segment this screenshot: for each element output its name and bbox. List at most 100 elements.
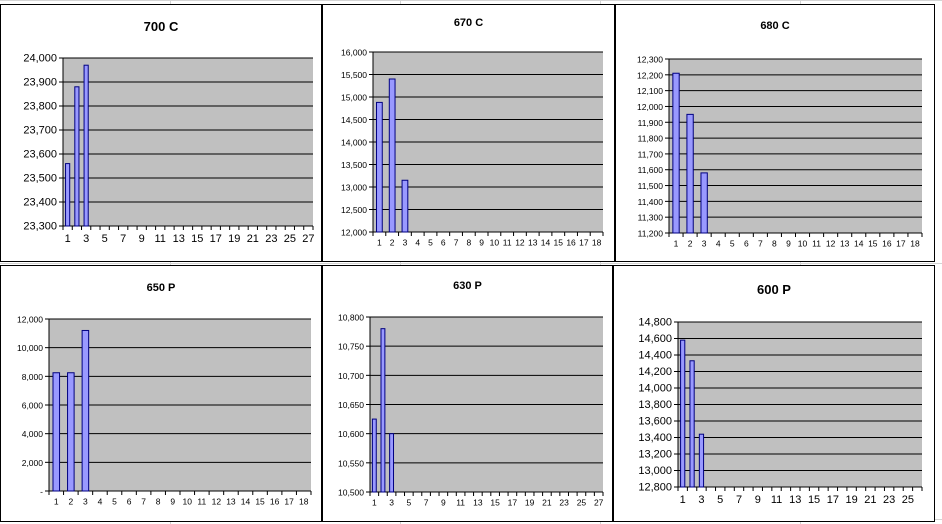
bar [83, 64, 89, 227]
x-tick-label: 11 [456, 498, 465, 508]
y-tick-label: 14,500 [341, 115, 367, 125]
x-tick-label: 4 [415, 238, 420, 248]
x-tick-label: 1 [674, 239, 679, 249]
x-tick-label: 6 [441, 238, 446, 248]
x-tick-label: 3 [389, 498, 394, 508]
y-tick-label: 13,400 [638, 432, 672, 444]
x-tick-label: 7 [141, 497, 146, 507]
y-tick-label: 10,700 [338, 371, 364, 381]
x-tick-label: 13 [528, 238, 538, 248]
chart-panel-700c[interactable]: 700 C 23,300 23,400 23,500 23,600 23,700 23,8… [0, 4, 322, 262]
x-tick-label: 6 [127, 497, 132, 507]
y-tick-label: - [40, 487, 43, 497]
chart-title: 630 P [453, 280, 482, 292]
chart-panel-600p[interactable]: 600 P 12,800 13,000 13,200 13,400 13,600 13,8… [613, 265, 935, 522]
x-tick-label: 9 [755, 494, 761, 506]
y-tick-label: 13,000 [341, 183, 367, 193]
x-tick-label: 10 [183, 497, 193, 507]
x-tick-label: 13 [840, 239, 850, 249]
y-tick-label: 13,500 [341, 160, 367, 170]
chart-panel-630p[interactable]: 630 P 10,500 10,550 10,600 10,650 10,700 10,7… [322, 265, 613, 522]
x-tick-label: 15 [191, 233, 203, 245]
y-tick-label: 13,200 [638, 449, 672, 461]
y-tick-label: 11,500 [638, 181, 664, 191]
chart-svg: 10,500 10,550 10,600 10,650 10,700 10,750 10,8… [338, 313, 604, 508]
y-tick-label: 11,200 [638, 229, 664, 239]
x-tick-label: 5 [406, 498, 411, 508]
chart-title: 680 C [760, 20, 790, 32]
y-tick-label: 2,000 [22, 458, 44, 468]
x-tick-label: 1 [54, 497, 59, 507]
y-tick-label: 10,550 [338, 458, 364, 468]
x-tick-label: 25 [902, 494, 914, 506]
x-tick-label: 11 [155, 233, 166, 245]
x-tick-label: 11 [197, 497, 206, 507]
y-tick-label: 24,000 [23, 53, 57, 65]
x-tick-label: 9 [139, 233, 145, 245]
x-tick-label: 1 [680, 494, 686, 506]
y-tick-label: 23,300 [23, 221, 57, 233]
chart-title: 700 C [143, 19, 179, 34]
y-tick-label: 12,000 [637, 102, 663, 112]
x-tick-label: 15 [554, 238, 564, 248]
x-tick-label: 14 [241, 497, 251, 507]
x-tick-label: 5 [717, 494, 723, 506]
x-tick-label: 17 [579, 238, 589, 248]
bar [686, 113, 694, 234]
x-tick-label: 21 [542, 498, 552, 508]
y-tick-label: 13,800 [638, 399, 672, 411]
y-tick-label: 12,000 [17, 315, 43, 325]
x-tick-label: 13 [789, 494, 801, 506]
x-tick-label: 15 [255, 497, 265, 507]
x-tick-label: 8 [466, 238, 471, 248]
y-tick-label: 12,500 [341, 205, 367, 215]
x-tick-label: 16 [566, 238, 576, 248]
x-tick-label: 7 [424, 498, 429, 508]
y-tick-label: 10,600 [338, 429, 364, 439]
y-tick-label: 14,000 [638, 383, 672, 395]
x-tick-label: 23 [883, 494, 895, 506]
x-tick-label: 11 [771, 494, 782, 506]
x-tick-label: 16 [882, 239, 892, 249]
y-tick-label: 23,800 [23, 101, 57, 113]
x-tick-label: 9 [170, 497, 175, 507]
x-tick-label: 8 [772, 239, 777, 249]
x-tick-label: 17 [210, 233, 222, 245]
x-tick-label: 5 [428, 238, 433, 248]
bar [371, 418, 377, 493]
plot-area [63, 58, 313, 226]
chart-panel-670c[interactable]: 670 C 12,000 12,500 13,000 13,500 14,000 14,5… [322, 4, 615, 262]
x-tick-label: 11 [503, 238, 512, 248]
y-tick-label: 8,000 [22, 372, 44, 382]
x-tick-label: 13 [473, 498, 483, 508]
x-tick-label: 12 [826, 239, 836, 249]
y-tick-label: 23,400 [23, 197, 57, 209]
x-tick-label: 23 [559, 498, 569, 508]
y-tick-label: 10,650 [338, 400, 364, 410]
chart-panel-650p[interactable]: 650 P - 2,000 4,000 6,000 8,000 10,000 12,000 1… [0, 265, 322, 522]
chart-title: 600 P [757, 282, 791, 297]
y-tick-label: 23,600 [23, 149, 57, 161]
x-tick-label: 14 [854, 239, 864, 249]
x-tick-label: 18 [299, 497, 309, 507]
y-tick-label: 11,800 [638, 134, 664, 144]
x-tick-label: 6 [744, 239, 749, 249]
x-tick-label: 10 [798, 239, 808, 249]
x-tick-label: 23 [265, 233, 277, 245]
x-tick-label: 25 [577, 498, 587, 508]
x-tick-label: 17 [896, 239, 906, 249]
chart-panel-680c[interactable]: 680 C 11,200 11,300 11,400 11,500 11,600 11,7… [615, 4, 935, 262]
y-tick-label: 14,600 [638, 333, 672, 345]
x-tick-label: 18 [910, 239, 920, 249]
y-tick-label: 10,500 [338, 488, 364, 498]
x-tick-label: 2 [68, 497, 73, 507]
x-tick-label: 15 [808, 494, 820, 506]
y-tick-label: 14,400 [638, 350, 672, 362]
x-tick-label: 3 [403, 238, 408, 248]
y-tick-label: 12,300 [637, 55, 663, 65]
y-tick-label: 12,800 [638, 482, 672, 494]
y-tick-label: 14,800 [638, 317, 672, 329]
x-tick-label: 7 [454, 238, 459, 248]
x-tick-label: 3 [698, 494, 704, 506]
